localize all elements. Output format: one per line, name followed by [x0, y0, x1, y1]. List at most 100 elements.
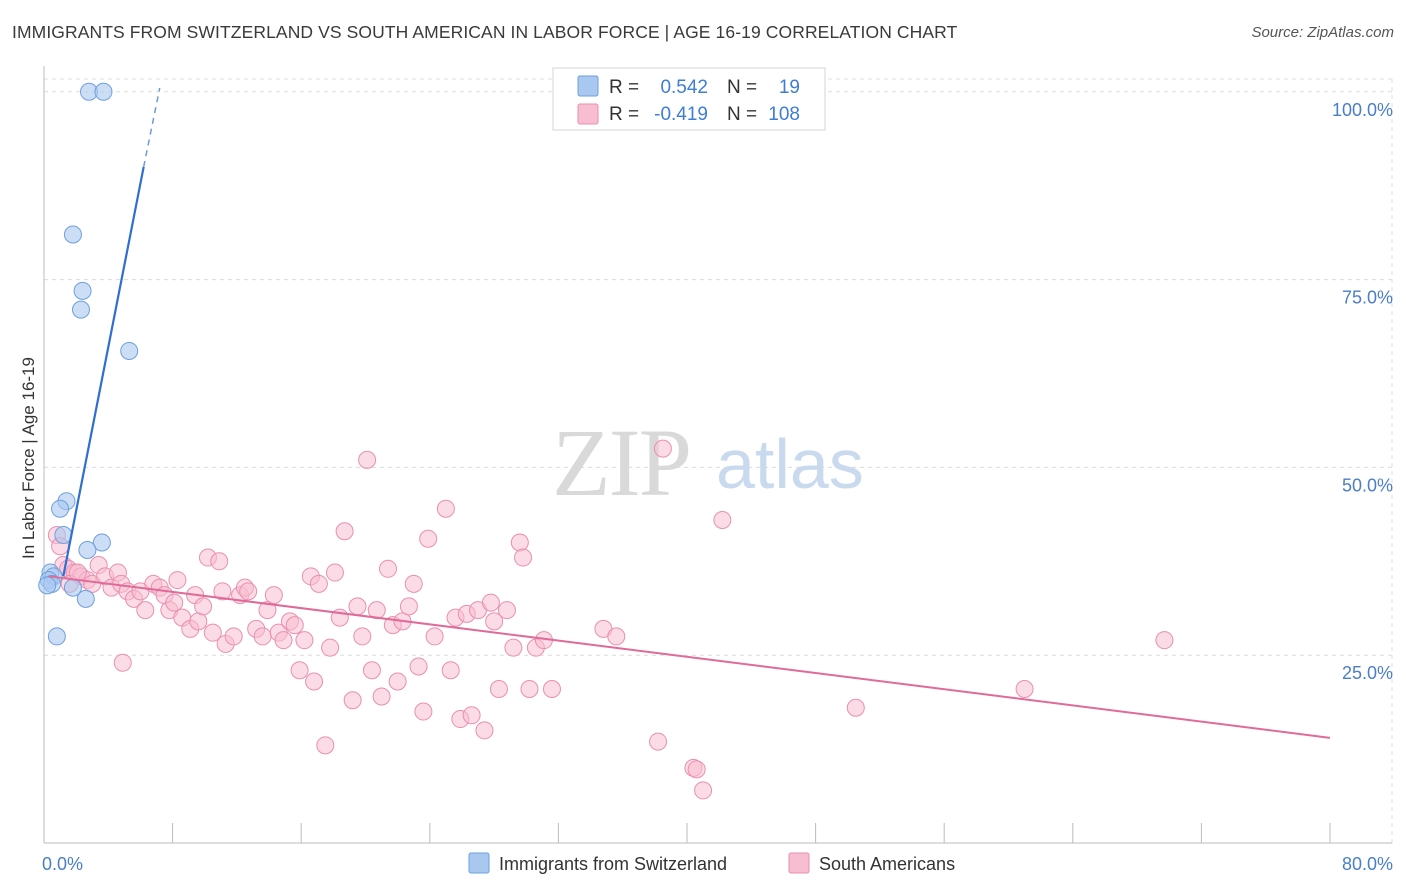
- south-americans-point: [290, 661, 309, 680]
- south-americans-point: [343, 691, 362, 710]
- switzerland-point: [38, 576, 57, 595]
- legend-r-label-2: R =: [609, 104, 639, 125]
- switzerland-points: [38, 82, 139, 646]
- south-americans-point: [258, 601, 277, 620]
- south-americans-point: [362, 661, 381, 680]
- south-americans-point: [213, 582, 232, 601]
- bottom-legend-swatch-switzerland: [468, 852, 490, 874]
- south-americans-point: [520, 680, 539, 698]
- series-legend: Immigrants from Switzerland South Americ…: [468, 852, 955, 874]
- south-americans-point: [325, 563, 344, 582]
- switzerland-point: [92, 533, 111, 552]
- south-americans-point: [353, 627, 372, 646]
- switzerland-trend-line: [62, 166, 145, 577]
- south-americans-point: [210, 552, 229, 571]
- south-americans-point: [475, 721, 494, 740]
- bottom-legend-south-americans: South Americans: [819, 854, 955, 874]
- south-americans-point: [1015, 680, 1034, 698]
- south-americans-point: [316, 736, 335, 755]
- south-americans-point: [846, 698, 865, 717]
- south-americans-point: [481, 593, 500, 612]
- y-tick-labels: 25.0% 50.0% 75.0% 100.0%: [1332, 100, 1393, 683]
- south-americans-point: [489, 680, 508, 698]
- south-americans-point: [358, 450, 377, 469]
- south-americans-point: [285, 616, 304, 635]
- south-americans-point: [694, 781, 713, 800]
- south-americans-point: [203, 623, 222, 642]
- correlation-legend: R = 0.542 N = 19 R = -0.419 N = 108: [552, 67, 826, 131]
- y-tick-label: 50.0%: [1342, 475, 1393, 495]
- watermark-atlas: atlas: [716, 425, 864, 503]
- switzerland-point: [51, 499, 70, 518]
- south-americans-point: [264, 586, 283, 605]
- south-americans-point: [379, 559, 398, 578]
- south-americans-point: [305, 672, 324, 691]
- bottom-legend-switzerland: Immigrants from Switzerland: [499, 854, 727, 874]
- south-americans-point: [295, 631, 314, 650]
- x-tick-label: 0.0%: [42, 854, 83, 874]
- y-tick-label: 100.0%: [1332, 100, 1393, 120]
- south-americans-point: [168, 571, 187, 590]
- switzerland-trend-extension: [142, 87, 161, 168]
- south-americans-point: [414, 702, 433, 721]
- south-americans-point: [713, 510, 732, 529]
- legend-n-label-2: N =: [727, 104, 757, 125]
- south-americans-point: [514, 548, 533, 567]
- south-americans-point: [309, 574, 328, 593]
- south-americans-point: [335, 522, 354, 541]
- chart-title: IMMIGRANTS FROM SWITZERLAND VS SOUTH AME…: [12, 22, 958, 42]
- bottom-legend-swatch-south-americans: [788, 852, 810, 874]
- south-americans-point: [388, 672, 407, 691]
- south-americans-point: [239, 582, 258, 601]
- south-americans-point: [542, 680, 561, 698]
- legend-n-value-2: 108: [768, 104, 800, 125]
- switzerland-point: [120, 341, 139, 360]
- south-americans-point: [404, 574, 423, 593]
- south-americans-point: [649, 732, 668, 751]
- south-americans-point: [348, 597, 367, 616]
- south-americans-point: [274, 631, 293, 650]
- south-americans-point: [194, 597, 213, 616]
- switzerland-point: [73, 281, 92, 300]
- south-americans-point: [253, 627, 272, 646]
- legend-r-value-1: 0.542: [660, 77, 708, 98]
- south-americans-point: [653, 439, 672, 458]
- south-americans-point: [510, 533, 529, 552]
- south-americans-point: [399, 597, 418, 616]
- switzerland-point: [71, 300, 90, 319]
- south-americans-point: [1155, 631, 1174, 650]
- south-americans-point: [485, 612, 504, 631]
- switzerland-point: [63, 225, 82, 244]
- south-americans-point: [189, 612, 208, 631]
- trend-lines: [48, 87, 1331, 739]
- south-americans-point: [607, 627, 626, 646]
- switzerland-point: [76, 589, 95, 608]
- south-americans-point: [372, 687, 391, 706]
- legend-swatch-south-americans: [577, 103, 599, 125]
- source-label: Source: ZipAtlas.com: [1251, 24, 1394, 41]
- south-americans-trend-line: [48, 575, 1331, 739]
- south-americans-point: [425, 627, 444, 646]
- south-americans-point: [136, 601, 155, 620]
- south-americans-point: [113, 653, 132, 672]
- legend-r-value-2: -0.419: [654, 104, 708, 125]
- south-americans-point: [224, 627, 243, 646]
- switzerland-point: [47, 627, 66, 646]
- south-americans-point: [321, 638, 340, 657]
- switzerland-point: [78, 541, 97, 560]
- legend-swatch-switzerland: [577, 75, 599, 97]
- switzerland-point: [94, 82, 113, 101]
- south-americans-point: [165, 593, 184, 612]
- watermark: ZIP atlas: [552, 409, 864, 516]
- x-tick-label: 80.0%: [1342, 854, 1393, 874]
- y-tick-label: 25.0%: [1342, 663, 1393, 683]
- south-americans-point: [441, 661, 460, 680]
- legend-r-label-1: R =: [609, 77, 639, 98]
- south-americans-point: [419, 529, 438, 548]
- south-americans-point: [504, 638, 523, 657]
- south-americans-point: [436, 499, 455, 518]
- x-tick-labels: 0.0% 80.0%: [42, 854, 1393, 874]
- y-axis-label: In Labor Force | Age 16-19: [19, 357, 38, 559]
- south-americans-point: [687, 760, 706, 779]
